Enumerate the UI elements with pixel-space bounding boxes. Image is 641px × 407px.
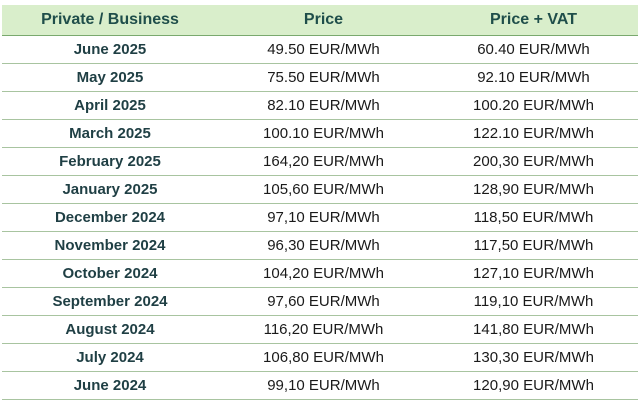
month-cell: May 2025 bbox=[2, 63, 218, 92]
price-vat-cell: 60.40 EUR/MWh bbox=[429, 35, 638, 64]
column-header-customer-type: Private / Business bbox=[2, 5, 218, 36]
price-cell: 116,20 EUR/MWh bbox=[218, 315, 429, 344]
month-cell: September 2024 bbox=[2, 287, 218, 316]
month-cell: April 2025 bbox=[2, 91, 218, 120]
table-row: January 2025 105,60 EUR/MWh 128,90 EUR/M… bbox=[2, 175, 638, 204]
month-cell: October 2024 bbox=[2, 259, 218, 288]
price-cell: 99,10 EUR/MWh bbox=[218, 371, 429, 400]
price-vat-cell: 92.10 EUR/MWh bbox=[429, 63, 638, 92]
price-cell: 164,20 EUR/MWh bbox=[218, 147, 429, 176]
column-header-price: Price bbox=[218, 5, 429, 36]
table-row: July 2024 106,80 EUR/MWh 130,30 EUR/MWh bbox=[2, 343, 638, 372]
price-vat-cell: 130,30 EUR/MWh bbox=[429, 343, 638, 372]
table-row: August 2024 116,20 EUR/MWh 141,80 EUR/MW… bbox=[2, 315, 638, 344]
table-row: May 2025 75.50 EUR/MWh 92.10 EUR/MWh bbox=[2, 63, 638, 92]
column-header-price-vat: Price + VAT bbox=[429, 5, 638, 36]
price-cell: 75.50 EUR/MWh bbox=[218, 63, 429, 92]
price-vat-cell: 141,80 EUR/MWh bbox=[429, 315, 638, 344]
price-vat-cell: 127,10 EUR/MWh bbox=[429, 259, 638, 288]
month-cell: August 2024 bbox=[2, 315, 218, 344]
table-row: November 2024 96,30 EUR/MWh 117,50 EUR/M… bbox=[2, 231, 638, 260]
month-cell: June 2025 bbox=[2, 35, 218, 64]
table-row: December 2024 97,10 EUR/MWh 118,50 EUR/M… bbox=[2, 203, 638, 232]
month-cell: February 2025 bbox=[2, 147, 218, 176]
month-cell: November 2024 bbox=[2, 231, 218, 260]
month-cell: July 2024 bbox=[2, 343, 218, 372]
price-vat-cell: 119,10 EUR/MWh bbox=[429, 287, 638, 316]
price-vat-cell: 117,50 EUR/MWh bbox=[429, 231, 638, 260]
table-row: April 2025 82.10 EUR/MWh 100.20 EUR/MWh bbox=[2, 91, 638, 120]
table-row: October 2024 104,20 EUR/MWh 127,10 EUR/M… bbox=[2, 259, 638, 288]
price-vat-cell: 118,50 EUR/MWh bbox=[429, 203, 638, 232]
price-vat-cell: 200,30 EUR/MWh bbox=[429, 147, 638, 176]
table-header-row: Private / Business Price Price + VAT bbox=[2, 5, 638, 36]
table-row: June 2025 49.50 EUR/MWh 60.40 EUR/MWh bbox=[2, 35, 638, 64]
price-cell: 100.10 EUR/MWh bbox=[218, 119, 429, 148]
month-cell: June 2024 bbox=[2, 371, 218, 400]
table-row: February 2025 164,20 EUR/MWh 200,30 EUR/… bbox=[2, 147, 638, 176]
price-vat-cell: 120,90 EUR/MWh bbox=[429, 371, 638, 400]
month-cell: March 2025 bbox=[2, 119, 218, 148]
table-row: March 2025 100.10 EUR/MWh 122.10 EUR/MWh bbox=[2, 119, 638, 148]
price-cell: 82.10 EUR/MWh bbox=[218, 91, 429, 120]
price-cell: 49.50 EUR/MWh bbox=[218, 35, 429, 64]
month-cell: December 2024 bbox=[2, 203, 218, 232]
price-table: Private / Business Price Price + VAT Jun… bbox=[2, 5, 638, 400]
table-row: September 2024 97,60 EUR/MWh 119,10 EUR/… bbox=[2, 287, 638, 316]
price-vat-cell: 122.10 EUR/MWh bbox=[429, 119, 638, 148]
price-cell: 97,60 EUR/MWh bbox=[218, 287, 429, 316]
price-cell: 104,20 EUR/MWh bbox=[218, 259, 429, 288]
price-cell: 97,10 EUR/MWh bbox=[218, 203, 429, 232]
price-cell: 105,60 EUR/MWh bbox=[218, 175, 429, 204]
price-cell: 106,80 EUR/MWh bbox=[218, 343, 429, 372]
table-row: June 2024 99,10 EUR/MWh 120,90 EUR/MWh bbox=[2, 371, 638, 400]
price-cell: 96,30 EUR/MWh bbox=[218, 231, 429, 260]
price-vat-cell: 100.20 EUR/MWh bbox=[429, 91, 638, 120]
month-cell: January 2025 bbox=[2, 175, 218, 204]
price-vat-cell: 128,90 EUR/MWh bbox=[429, 175, 638, 204]
